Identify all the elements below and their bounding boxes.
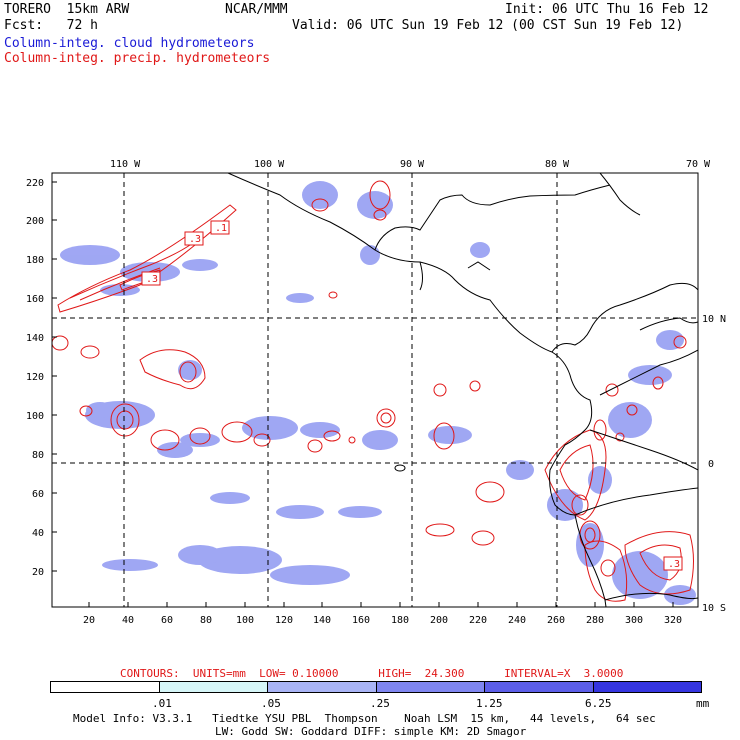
y-tick-label: 40: [32, 528, 44, 539]
x-tick-label: 20: [83, 615, 95, 626]
contour-label: .3: [668, 559, 680, 570]
y-tick-label: 20: [32, 567, 44, 578]
y-tick-label: 100: [26, 411, 44, 422]
color-legend: [50, 681, 702, 693]
y-tick-label: 160: [26, 294, 44, 305]
contour-label: .1: [215, 223, 227, 234]
x-tick-label: 40: [122, 615, 134, 626]
y-tick-label: 140: [26, 333, 44, 344]
init-time: Init: 06 UTC Thu 16 Feb 12: [505, 2, 709, 17]
legend-label: .25: [370, 697, 390, 710]
model-name: TORERO 15km ARW: [4, 2, 130, 17]
lat-label-10n: 10 N: [702, 314, 726, 325]
legend-swatch: [593, 682, 701, 692]
legend-units: mm: [696, 697, 710, 710]
lon-label-110w: 110 W: [110, 159, 141, 170]
lon-label-90w: 90 W: [400, 159, 425, 170]
x-tick-label: 200: [430, 615, 448, 626]
model-info: Model Info: V3.3.1 Tiedtke YSU PBL Thomp…: [73, 712, 656, 725]
legend-swatch: [159, 682, 268, 692]
model-physics: LW: Godd SW: Goddard DIFF: simple KM: 2D…: [215, 725, 527, 738]
legend-label: 1.25: [476, 697, 503, 710]
cloud-field-title: Column-integ. cloud hydrometeors: [4, 36, 255, 51]
lat-label-10s: 10 S: [702, 603, 726, 614]
x-tick-label: 80: [200, 615, 212, 626]
organization: NCAR/MMM: [225, 2, 288, 17]
legend-swatch: [268, 682, 377, 692]
contour-info: CONTOURS: UNITS=mm LOW= 0.10000 HIGH= 24…: [120, 667, 624, 680]
y-tick-label: 120: [26, 372, 44, 383]
lat-label-0: 0: [708, 459, 714, 470]
x-tick-label: 300: [625, 615, 643, 626]
precip-hydrometeor-contours: [52, 180, 694, 602]
y-tick-label: 60: [32, 489, 44, 500]
contour-label: .3: [146, 274, 158, 285]
y-tick-label: 200: [26, 216, 44, 227]
x-tick-label: 140: [313, 615, 331, 626]
x-tick-label: 180: [391, 615, 409, 626]
legend-swatch: [51, 682, 160, 692]
contour-labels: .1 .3 .3 .3: [141, 220, 683, 571]
precip-field-title: Column-integ. precip. hydrometeors: [4, 51, 271, 66]
x-tick-label: 320: [664, 615, 682, 626]
legend-label: .01: [152, 697, 172, 710]
x-tick-label: 100: [236, 615, 254, 626]
x-tick-label: 60: [161, 615, 173, 626]
coastlines: [227, 173, 698, 607]
x-tick-label: 160: [352, 615, 370, 626]
valid-time: Valid: 06 UTC Sun 19 Feb 12 (00 CST Sun …: [292, 18, 684, 33]
forecast-hour: Fcst: 72 h: [4, 18, 98, 33]
legend-label: .05: [261, 697, 281, 710]
lon-label-70w: 70 W: [686, 159, 711, 170]
y-tick-label: 180: [26, 255, 44, 266]
map-frame: [51, 172, 699, 608]
axis-ticks: [52, 181, 674, 607]
y-tick-label: 80: [32, 450, 44, 461]
x-tick-label: 220: [469, 615, 487, 626]
x-tick-label: 280: [586, 615, 604, 626]
legend-label: 6.25: [585, 697, 612, 710]
y-tick-label: 220: [26, 178, 44, 189]
x-tick-label: 260: [547, 615, 565, 626]
legend-swatch: [485, 682, 594, 692]
contour-label: .3: [189, 234, 201, 245]
graticule: [52, 173, 698, 607]
lon-label-100w: 100 W: [254, 159, 285, 170]
lon-label-80w: 80 W: [545, 159, 570, 170]
x-tick-label: 120: [275, 615, 293, 626]
legend-swatch: [376, 682, 485, 692]
x-tick-label: 240: [508, 615, 526, 626]
